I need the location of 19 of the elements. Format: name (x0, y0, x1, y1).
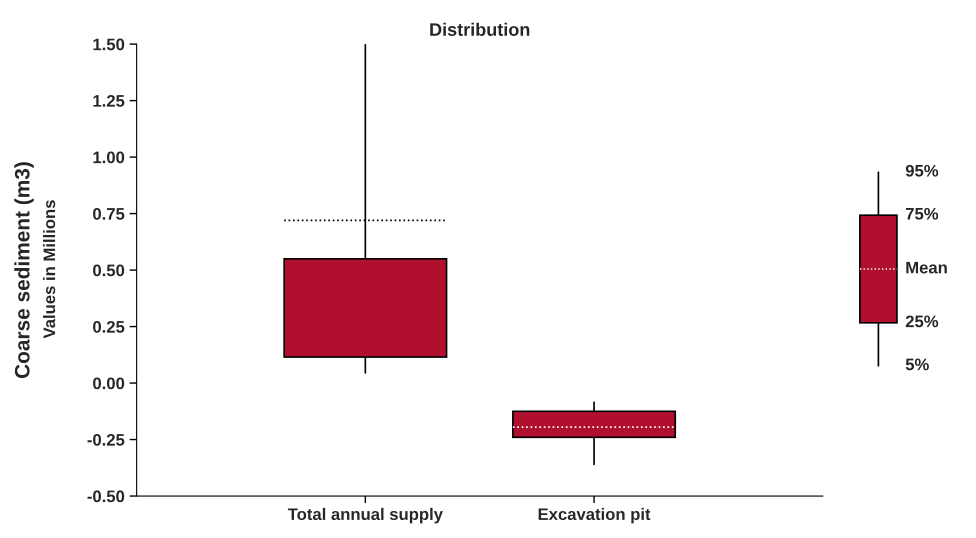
text: 5% (906, 358, 929, 370)
y-tick-label: -0.50 (88, 490, 124, 502)
text: 95% (906, 164, 938, 177)
y-tick-label: 0.25 (93, 320, 124, 333)
x-tick-label: Total annual supply (288, 508, 443, 524)
y-tick-label: 0.00 (93, 377, 124, 390)
text: Values in Millions (42, 200, 56, 338)
text: Mean (906, 262, 947, 274)
x-tick-label: Excavation pit (538, 508, 650, 524)
y-tick-label: 1.00 (93, 151, 124, 164)
y-tick-label: 0.75 (93, 208, 124, 220)
y-tick-label: 1.50 (93, 38, 124, 50)
y-tick-label: -0.25 (88, 434, 124, 446)
text: 75% (906, 208, 938, 220)
y-tick-label: 0.50 (93, 264, 124, 276)
y-tick-label: 1.25 (93, 95, 124, 107)
chart-title: Distribution (430, 22, 530, 36)
text: 25% (906, 315, 938, 328)
y-axis-title: Coarse sediment (m3) (14, 162, 34, 378)
